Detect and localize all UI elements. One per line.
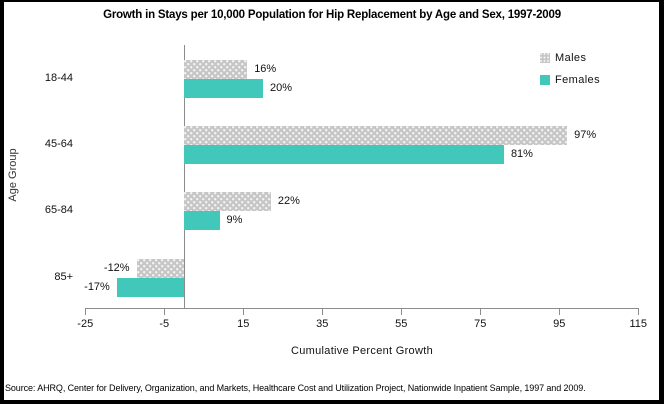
x-tick-mark-75 [480,308,482,315]
bar-females-18-44 [184,79,263,98]
bar-males-65-84 [184,192,271,212]
value-label-males-45-64: 97% [574,129,597,142]
category-label-45-64: 45-64 [44,138,73,151]
value-label-males-65-84: 22% [277,195,300,208]
x-tick-mark--5 [164,308,166,315]
source-note: Source: AHRQ, Center for Delivery, Organ… [5,383,586,393]
males-swatch-icon [540,52,550,63]
chart-title: Growth in Stays per 10,000 Population fo… [103,9,561,21]
legend-label-males: Males [555,51,587,64]
x-tick-label-115: 115 [629,318,648,330]
legend-item-females: Females [540,73,600,86]
x-axis-line [85,308,639,309]
females-swatch-icon [540,74,550,85]
value-label-males-85+: -12% [103,261,130,274]
category-label-85+: 85+ [54,270,73,283]
category-label-65-84: 65-84 [44,204,73,217]
x-tick-label-55: 55 [395,318,408,330]
bar-males-45-64 [184,126,568,146]
value-label-females-65-84: 9% [226,214,243,227]
bar-males-85+ [136,258,184,278]
x-axis-title: Cumulative Percent Growth [291,345,433,357]
bar-males-18-44 [184,60,248,79]
value-label-females-45-64: 81% [510,148,533,161]
x-tick-mark-55 [401,308,403,315]
x-tick-label-95: 95 [553,318,566,330]
value-label-females-85+: -17% [84,280,110,293]
x-tick-mark-115 [638,308,640,315]
zero-baseline [184,45,185,308]
x-tick-mark-35 [322,308,324,315]
x-tick-mark-15 [243,308,245,315]
bar-females-85+ [116,277,184,297]
legend-item-males: Males [540,51,600,64]
value-label-females-18-44: 20% [270,82,293,94]
category-label-18-44: 18-44 [44,72,73,84]
x-tick-label--5: -5 [159,318,170,330]
legend-label-females: Females [555,73,600,86]
bar-females-45-64 [184,145,504,165]
x-tick-label-75: 75 [474,318,487,330]
x-tick-mark--25 [85,308,87,315]
x-tick-label-35: 35 [316,318,329,330]
x-tick-label--25: -25 [77,318,94,330]
bar-females-65-84 [184,211,220,231]
value-label-males-18-44: 16% [254,63,277,75]
legend: Males Females [540,52,600,96]
x-tick-mark-95 [559,308,561,315]
x-tick-label-15: 15 [237,318,250,330]
